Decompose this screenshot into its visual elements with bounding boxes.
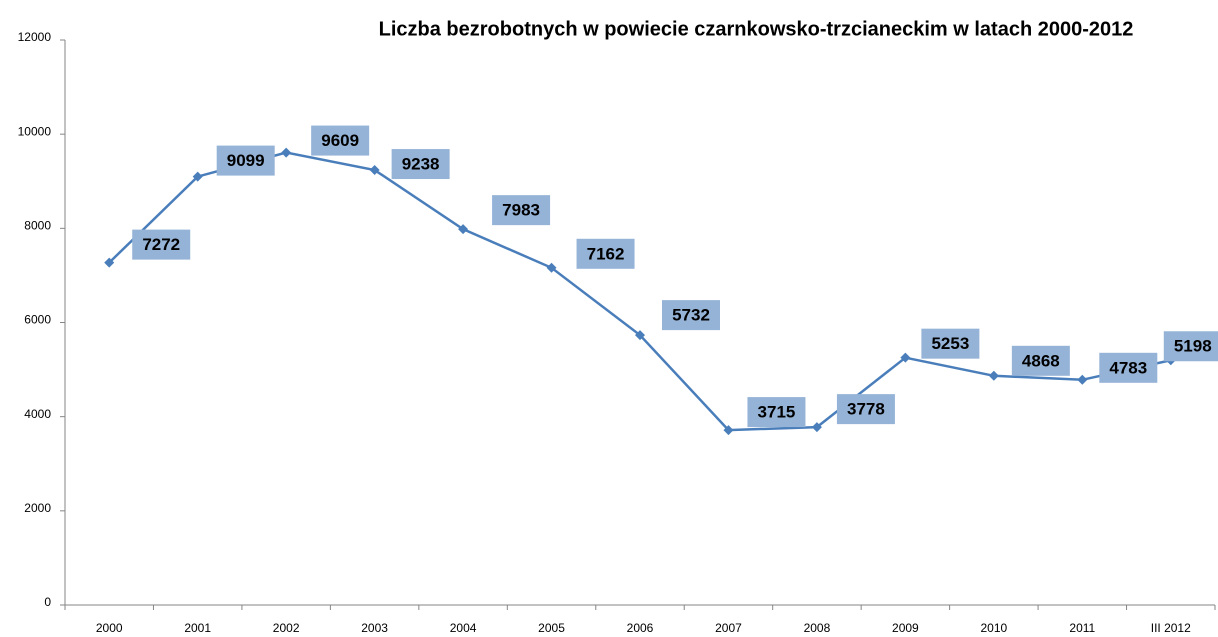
data-label: 7272 bbox=[142, 235, 180, 254]
data-label: 5732 bbox=[672, 306, 710, 325]
x-tick-label: 2008 bbox=[804, 621, 831, 635]
marker bbox=[192, 171, 203, 182]
data-label: 7162 bbox=[587, 244, 625, 263]
x-tick-label: 2009 bbox=[892, 621, 919, 635]
x-tick-label: 2002 bbox=[273, 621, 300, 635]
marker bbox=[811, 422, 822, 433]
y-tick-label: 4000 bbox=[24, 407, 51, 421]
marker bbox=[1077, 374, 1088, 385]
data-label: 4868 bbox=[1022, 351, 1060, 370]
line bbox=[108, 151, 1172, 432]
data-label-box bbox=[1163, 331, 1218, 362]
x-tick-label: 2011 bbox=[1069, 621, 1095, 635]
marker bbox=[635, 330, 645, 341]
x-tick-label: 2007 bbox=[715, 621, 742, 635]
x-tick-label: 2010 bbox=[980, 621, 1007, 635]
data-label: 4783 bbox=[1109, 358, 1147, 377]
marker bbox=[281, 147, 292, 158]
data-label: 5198 bbox=[1174, 337, 1212, 356]
data-label-box bbox=[662, 300, 720, 331]
y-tick-label: 2000 bbox=[24, 501, 51, 515]
marker bbox=[104, 257, 115, 268]
x-tick-label: 2005 bbox=[538, 621, 565, 635]
marker bbox=[546, 262, 557, 273]
data-label-box bbox=[836, 394, 895, 425]
data-label: 7983 bbox=[502, 201, 540, 220]
marker bbox=[900, 352, 911, 363]
chart-title: Liczba bezrobotnych w powiecie czarnkows… bbox=[379, 18, 1134, 40]
data-label-box bbox=[1011, 345, 1070, 376]
data-label-box bbox=[576, 238, 635, 269]
y-tick-label: 6000 bbox=[24, 313, 51, 327]
data-label-box bbox=[921, 328, 980, 359]
x-tick-label: 2004 bbox=[450, 621, 477, 635]
x-tick-label: 2003 bbox=[361, 621, 388, 635]
marker bbox=[458, 224, 469, 235]
y-tick-label: 8000 bbox=[24, 219, 51, 233]
data-label: 9609 bbox=[321, 131, 359, 150]
x-tick-label: 2000 bbox=[96, 621, 123, 635]
marker bbox=[723, 425, 734, 436]
data-label-box bbox=[391, 149, 450, 180]
y-tick-label: 10000 bbox=[18, 124, 52, 138]
data-label-box bbox=[1099, 352, 1158, 383]
data-label: 9238 bbox=[402, 155, 440, 174]
y-tick-label: 12000 bbox=[18, 30, 52, 44]
marker bbox=[369, 165, 380, 176]
y-tick-label: 0 bbox=[44, 595, 51, 609]
data-label-box bbox=[747, 397, 806, 428]
x-tick-label: III 2012 bbox=[1151, 621, 1191, 635]
data-label: 3715 bbox=[758, 403, 796, 422]
x-tick-label: 2001 bbox=[184, 621, 211, 635]
data-label-box bbox=[311, 125, 370, 156]
data-label: 3778 bbox=[847, 400, 885, 419]
data-label: 5253 bbox=[931, 334, 969, 353]
marker bbox=[988, 370, 999, 381]
data-label-box bbox=[132, 229, 191, 260]
data-label: 9099 bbox=[227, 151, 265, 170]
data-label-box bbox=[492, 195, 551, 226]
data-label-box bbox=[216, 145, 275, 176]
x-tick-label: 2006 bbox=[627, 621, 654, 635]
